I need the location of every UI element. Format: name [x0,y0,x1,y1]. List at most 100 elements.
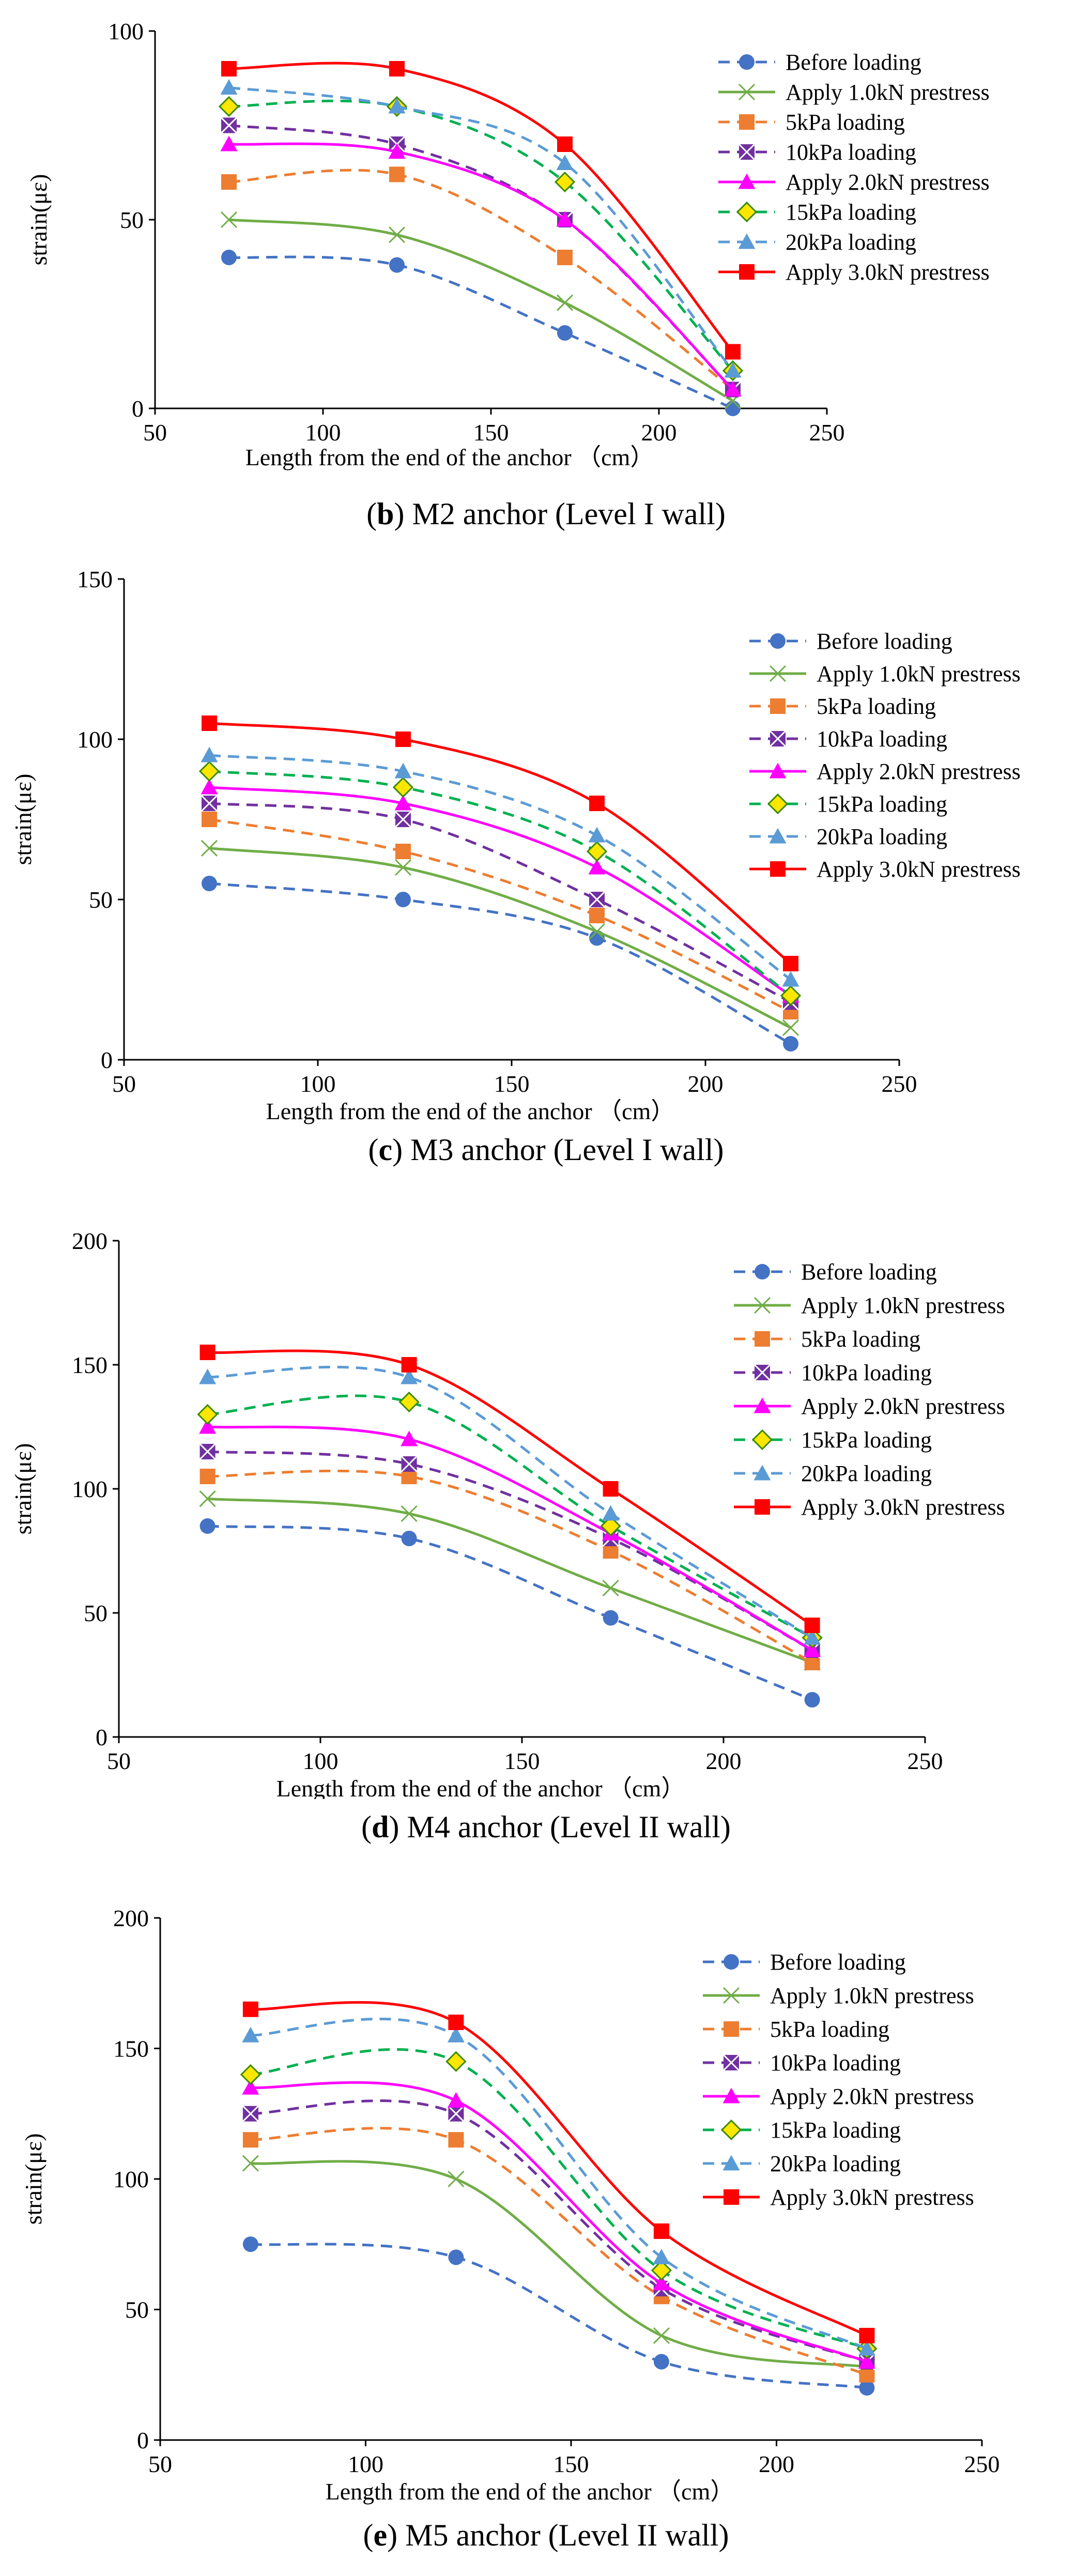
legend-marker [724,1954,739,1970]
x-tick-label: 50 [112,1071,136,1097]
series-7 [242,2017,875,2356]
data-point [220,211,238,228]
chart-caption-e: (e) M5 anchor (Level II wall) [363,2518,729,2552]
legend-marker [769,763,787,779]
legend-label: Apply 3.0kN prestress [770,2185,974,2210]
data-point [602,1579,619,1597]
data-point [603,1481,619,1497]
series-8 [202,715,798,971]
y-tick-label: 100 [77,726,113,753]
legend-marker [770,698,786,714]
series-line [207,1349,813,1627]
data-point [556,155,574,170]
data-point [448,2105,465,2122]
data-point [398,1391,420,1413]
chart-caption-c: (c) M3 anchor (Level I wall) [368,1133,724,1167]
legend-label: 5kPa loading [817,694,936,719]
y-tick-label: 150 [113,2036,149,2062]
data-point [557,250,573,265]
x-tick-label: 50 [148,2451,172,2477]
legend-marker [753,1297,771,1314]
series-2 [220,211,742,409]
data-point [242,2001,258,2017]
data-point [389,166,405,182]
data-point [588,923,606,940]
chart-panel-d: 50 100 150 200 250 0 50 100 150 200 Length from th… [0,1220,1092,1844]
x-axis-label: Length from the end of the anchor （cm） [276,1775,685,1799]
data-point [859,2367,875,2383]
data-point [602,1505,620,1521]
legend-label: 10kPa loading [801,1360,932,1385]
data-point [783,1036,798,1051]
chart-caption-d: (d) M4 anchor (Level II wall) [361,1810,731,1844]
data-point [448,2132,464,2148]
legend-entry: 15kPa loading [718,200,916,225]
chart-panel-e: 50 100 150 200 250 0 50 100 150 200 Length from th… [0,1892,1092,2552]
x-tick-label: 250 [908,1748,943,1774]
caption-text-d: M4 anchor (Level II wall) [407,1810,731,1844]
series-4 [199,1443,821,1659]
series-line [250,2243,867,2389]
legend-entry: 10kPa loading [734,1360,932,1385]
legend-label: 20kPa loading [817,824,947,849]
series-line [250,2048,868,2350]
y-tick-label: 100 [72,1476,107,1502]
series-line [228,142,734,391]
series-line [250,2017,868,2350]
x-tick-label: 200 [688,1071,724,1097]
y-tick-label: 200 [72,1228,107,1254]
legend-entry: Apply 2.0kN prestress [734,1394,1005,1419]
series-7 [199,1365,821,1645]
y-tick-label: 0 [96,1724,107,1750]
caption-letter-e: e [373,2518,388,2552]
series-3 [221,166,741,398]
legend-marker [753,1465,771,1481]
data-point [221,250,237,265]
legend-label: 10kPa loading [817,726,947,752]
legend-label: Apply 3.0kN prestress [801,1495,1005,1520]
data-point [783,956,798,971]
data-point [201,795,218,812]
legend-marker [722,2087,740,2104]
legend-entry: 5kPa loading [749,694,936,719]
legend-label: Apply 2.0kN prestress [770,2084,974,2109]
data-point [401,1455,418,1473]
legend-entry: 20kPa loading [718,230,916,255]
chart-panel-c: 50 100 150 200 250 0 50 100 150 Length from the e… [0,558,1092,1167]
series-8 [199,1345,820,1633]
x-tick-label: 100 [303,1748,339,1774]
x-tick-label: 100 [300,1071,336,1097]
data-point [202,876,217,891]
y-tick-label: 50 [125,2297,149,2323]
legend-label: 15kPa loading [817,791,947,817]
series-line [209,754,792,981]
legend-marker [736,201,758,223]
x-tick-label: 100 [305,419,341,446]
series-line [209,882,792,1045]
data-point [221,174,237,190]
data-point [199,1443,216,1460]
series-line [209,786,792,997]
data-point [804,1629,821,1645]
legend-entry: 10kPa loading [749,726,947,752]
caption-text-e: M5 anchor (Level II wall) [405,2518,729,2552]
series-4 [201,795,799,1011]
legend-entry: Apply 1.0kN prestress [734,1293,1005,1318]
legend-entry: 20kPa loading [703,2151,901,2176]
legend-marker [739,54,755,70]
series-6 [218,96,744,382]
series-3 [199,1469,820,1670]
series-line [207,1425,813,1652]
legend-marker [724,2189,739,2205]
legend-label: Before loading [817,629,952,654]
x-axis-label: Length from the end of the anchor （cm） [266,1098,675,1124]
y-tick-label: 50 [84,1600,107,1626]
data-point [394,859,412,876]
series-6 [197,1391,823,1649]
legend-marker [722,2054,740,2071]
data-point [199,1469,216,1484]
